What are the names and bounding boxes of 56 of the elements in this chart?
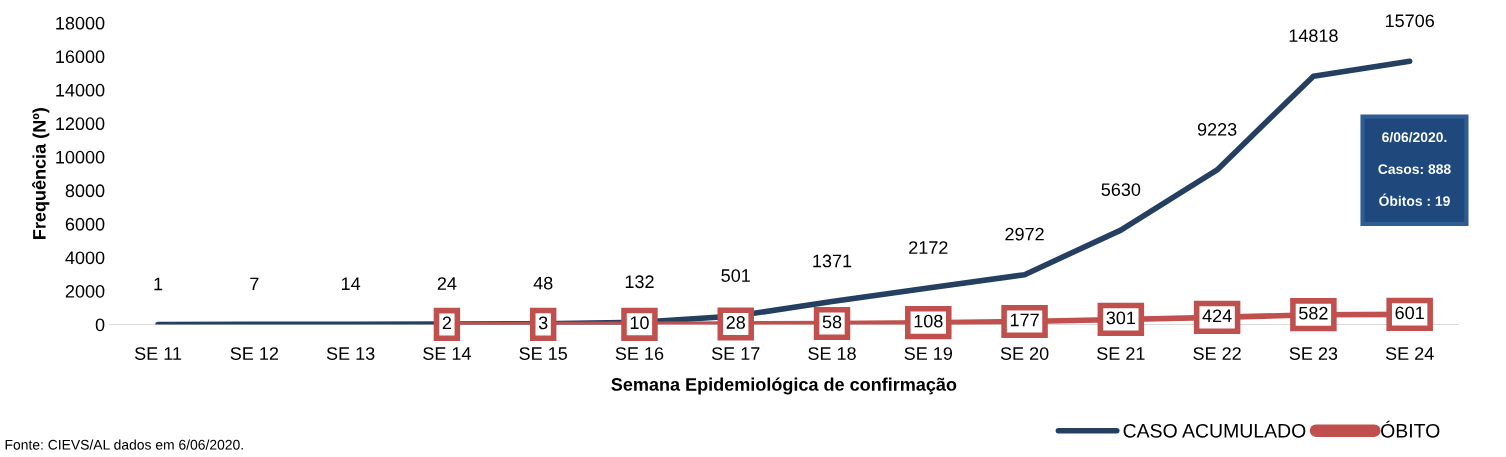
data-label: 7 (250, 277, 259, 291)
data-label: 177 (1010, 313, 1039, 327)
x-tick-label: SE 21 (1097, 347, 1145, 360)
data-label: 10 (630, 316, 649, 330)
y-tick-label: 14000 (56, 83, 105, 97)
x-tick-label: SE 22 (1193, 347, 1241, 360)
data-label: 15706 (1385, 14, 1434, 28)
x-tick-label: SE 13 (326, 347, 375, 360)
y-tick-label: 16000 (56, 50, 105, 64)
x-tick-label: SE 20 (1000, 347, 1049, 360)
data-label: 24 (437, 277, 457, 290)
y-tick-label: 8000 (65, 184, 105, 198)
data-label: 9223 (1197, 123, 1237, 136)
annotation: 6/06/2020. (1382, 131, 1447, 143)
data-label: 48 (533, 276, 553, 290)
y-tick-label: 18000 (56, 16, 105, 30)
data-label: 501 (721, 269, 750, 282)
data-label: 108 (914, 314, 943, 328)
x-axis-title: Semana Epidemiológica de confirmação (611, 377, 957, 395)
data-label: 14 (341, 277, 361, 290)
annotation: Óbitos : 19 (1379, 193, 1450, 206)
x-tick-label: SE 19 (904, 347, 953, 360)
data-label: 3 (538, 316, 548, 330)
data-label: 2972 (1005, 227, 1044, 241)
y-tick-label: 6000 (65, 217, 105, 231)
x-tick-label: SE 16 (615, 347, 664, 360)
data-label: 2172 (909, 241, 948, 254)
y-tick-label: 4000 (65, 251, 105, 265)
y-tick-label: 2000 (65, 284, 105, 298)
x-tick-label: SE 18 (808, 347, 856, 360)
legend-label: CASO ACUMULADO (1123, 423, 1306, 438)
x-tick-label: SE 15 (519, 347, 568, 360)
data-label: 1371 (813, 254, 852, 268)
data-label: 601 (1395, 306, 1424, 320)
data-label: 301 (1106, 311, 1136, 325)
data-label: 132 (625, 275, 654, 289)
x-tick-label: SE 23 (1289, 347, 1338, 360)
y-tick-label: 12000 (56, 117, 105, 131)
data-label: 5630 (1101, 183, 1141, 197)
x-tick-label: SE 14 (423, 347, 471, 360)
data-label: 1 (154, 277, 163, 291)
data-label: 58 (822, 315, 842, 329)
x-tick-label: SE 17 (711, 347, 760, 360)
data-label: 14818 (1289, 29, 1338, 43)
x-tick-label: SE 11 (134, 347, 182, 360)
source-note: Fonte: CIEVS/AL dados em 6/06/2020. (5, 439, 243, 450)
x-tick-label: SE 24 (1385, 347, 1434, 360)
y-axis-title: Frequência (Nº) (32, 108, 50, 239)
annotation: Casos: 888 (1378, 164, 1451, 175)
legend-label: ÓBITO (1381, 420, 1440, 438)
y-tick-label: 10000 (56, 150, 105, 164)
x-tick-label: SE 12 (230, 347, 279, 360)
data-label: 2 (442, 316, 452, 330)
data-label: 582 (1299, 306, 1328, 320)
y-tick-label: 0 (95, 318, 105, 332)
data-label: 28 (726, 316, 745, 329)
